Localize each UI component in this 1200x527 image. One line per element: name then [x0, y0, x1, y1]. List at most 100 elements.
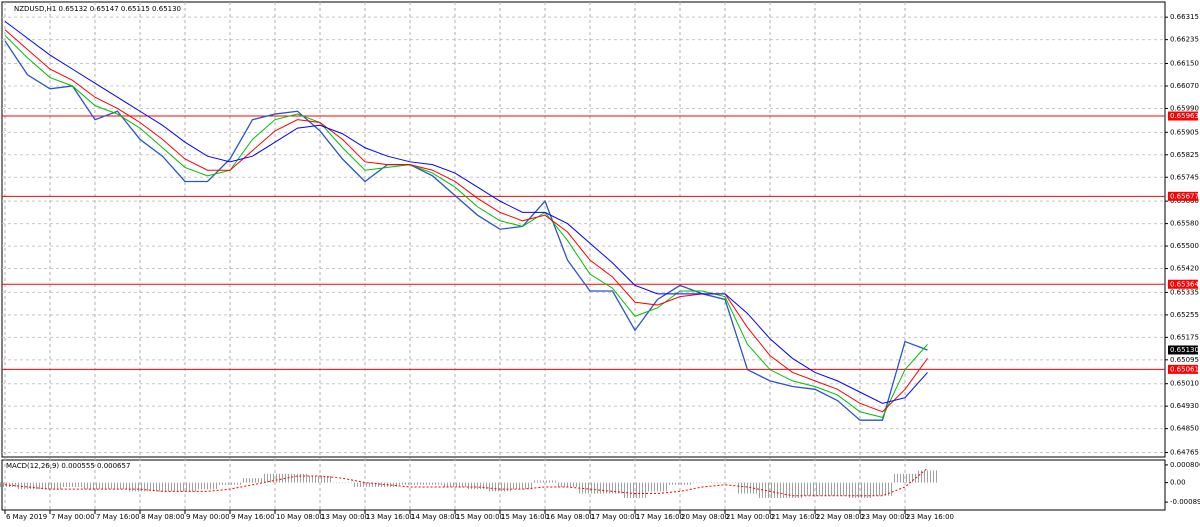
y-tick-label: -0.000891	[1170, 498, 1200, 506]
x-tick-label: 6 May 2019	[6, 513, 47, 521]
x-tick-label: 17 May 00:00	[591, 513, 639, 521]
x-tick-label: 17 May 16:00	[636, 513, 684, 521]
macd-bar	[421, 482, 444, 485]
moving-average	[4, 20, 928, 404]
macd-bar	[511, 482, 534, 490]
macd-bar	[353, 482, 377, 487]
level-label: 0.65061	[1170, 365, 1199, 373]
x-tick-label: 15 May 16:00	[501, 513, 549, 521]
macd-bar	[803, 482, 827, 496]
x-tick-label: 21 May 16:00	[771, 513, 819, 521]
x-tick-label: 22 May 08:00	[816, 513, 864, 521]
x-tick-label: 16 May 08:00	[546, 513, 594, 521]
x-tick-label: 7 May 16:00	[96, 513, 140, 521]
macd-bar	[263, 473, 287, 483]
macd-bar	[848, 482, 872, 498]
y-tick-label: 0.65335	[1170, 288, 1199, 296]
last-price-label: 0.65130	[1170, 346, 1199, 354]
x-tick-label: 7 May 00:00	[51, 513, 95, 521]
macd-bar	[286, 473, 309, 483]
macd-bar	[646, 482, 669, 492]
macd-bar	[443, 482, 467, 487]
y-tick-label: 0.65580	[1170, 220, 1199, 228]
macd-bar	[308, 476, 332, 483]
y-tick-label: 0.65175	[1170, 333, 1199, 341]
x-tick-label: 13 May 00:00	[321, 513, 369, 521]
macd-bar	[623, 482, 647, 498]
x-tick-label: 23 May 16:00	[906, 513, 954, 521]
macd-bar	[871, 482, 894, 496]
macd-bar	[218, 482, 242, 485]
y-tick-label: 0.000806	[1170, 461, 1200, 469]
macd-bar	[106, 482, 129, 490]
y-tick-label: 0.65745	[1170, 173, 1199, 181]
y-tick-label: 0.65990	[1170, 104, 1199, 112]
macd-bar	[83, 482, 107, 490]
price-line	[4, 40, 928, 421]
x-tick-label: 9 May 16:00	[231, 513, 275, 521]
macd-bar	[893, 473, 917, 483]
y-tick-label: 0.00	[1170, 479, 1186, 487]
macd-bar	[781, 482, 804, 498]
macd-bar	[488, 482, 512, 492]
y-tick-label: 0.65825	[1170, 151, 1199, 159]
y-tick-label: 0.65500	[1170, 242, 1199, 250]
chart-title: NZDUSD,H1 0.65132 0.65147 0.65115 0.6513…	[14, 5, 181, 13]
y-tick-label: 0.66315	[1170, 13, 1199, 21]
y-tick-label: 0.65095	[1170, 356, 1199, 364]
y-tick-label: 0.65010	[1170, 380, 1199, 388]
x-tick-label: 21 May 00:00	[726, 513, 774, 521]
macd-bar	[826, 482, 849, 496]
level-label-box	[1168, 111, 1198, 121]
x-tick-label: 10 May 08:00	[276, 513, 324, 521]
y-tick-label: 0.64930	[1170, 402, 1199, 410]
macd-bar	[713, 482, 737, 484]
y-tick-label: 0.66235	[1170, 36, 1199, 44]
macd-bar	[736, 482, 759, 494]
macd-bar	[61, 482, 84, 487]
price-panel	[1, 1, 1166, 458]
y-tick-label: 0.64850	[1170, 425, 1199, 433]
level-label: 0.65677	[1170, 192, 1199, 200]
y-tick-label: 0.66070	[1170, 82, 1199, 90]
x-tick-label: 20 May 08:00	[681, 513, 729, 521]
macd-bar	[601, 482, 624, 494]
x-tick-label: 14 May 08:00	[411, 513, 459, 521]
macd-bar	[173, 482, 197, 492]
x-tick-label: 13 May 16:00	[366, 513, 414, 521]
macd-bar	[38, 482, 62, 490]
macd-bar	[578, 482, 602, 494]
macd-bar	[691, 482, 714, 484]
macd-title: MACD(12,26,9) 0.000555 0.000657	[6, 462, 130, 470]
last-price-box	[1168, 345, 1198, 355]
macd-bar	[916, 470, 939, 483]
macd-bar	[398, 482, 422, 485]
macd-bar	[533, 480, 557, 483]
macd-bar	[151, 482, 174, 492]
x-tick-label: 15 May 00:00	[456, 513, 504, 521]
macd-bar	[668, 482, 692, 485]
y-tick-label: 0.65660	[1170, 197, 1199, 205]
macd-bar	[196, 482, 219, 490]
signal-line	[4, 467, 928, 497]
level-label-box	[1168, 279, 1198, 289]
macd-bar	[0, 482, 17, 487]
level-label: 0.65364	[1170, 280, 1199, 288]
macd-bar	[331, 482, 354, 484]
macd-bar	[556, 482, 579, 487]
y-tick-label: 0.64765	[1170, 449, 1199, 457]
macd-bar	[241, 478, 264, 483]
macd-bar	[16, 482, 39, 490]
moving-average	[4, 35, 928, 418]
y-tick-label: 0.66150	[1170, 60, 1199, 68]
moving-average	[4, 29, 928, 413]
macd-bar	[128, 482, 152, 492]
macd-bar	[466, 482, 489, 490]
level-label-box	[1168, 191, 1198, 201]
y-tick-label: 0.65420	[1170, 265, 1199, 273]
x-tick-label: 23 May 00:00	[861, 513, 909, 521]
macd-bar	[758, 482, 782, 498]
